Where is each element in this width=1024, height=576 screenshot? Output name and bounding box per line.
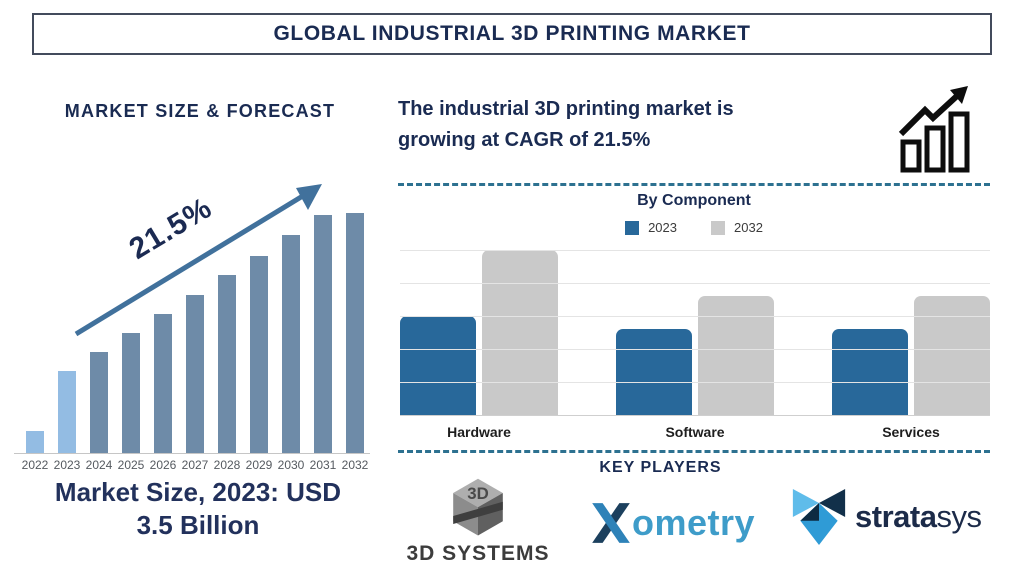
forecast-bar-cell-2032: [339, 213, 371, 453]
forecast-bar-cell-2025: [115, 333, 147, 453]
component-gridline-2: [400, 316, 990, 317]
market-size-caption-line1: Market Size, 2023: USD: [54, 477, 342, 507]
3d-systems-wordmark: 3D SYSTEMS: [406, 542, 550, 565]
forecast-x-label-2029: 2029: [245, 458, 273, 472]
forecast-x-label-2031: 2031: [309, 458, 337, 472]
cagr-headline-line2: growing at CAGR of 21.5%: [398, 129, 651, 151]
forecast-x-label-2023: 2023: [53, 458, 81, 472]
stratasys-triangles-icon: [792, 489, 846, 545]
component-chart-legend: 2023 2032: [398, 220, 990, 235]
component-group-software: [616, 296, 774, 415]
cagr-headline-line1: The industrial 3D printing market is: [398, 98, 734, 120]
component-bar-groups: [400, 250, 990, 415]
forecast-bar-2032: [346, 213, 364, 453]
bar-chart-growth-icon: [898, 86, 970, 173]
xometry-wordmark: ometry: [632, 502, 756, 543]
forecast-bar-2028: [218, 275, 236, 453]
forecast-x-label-2030: 2030: [277, 458, 305, 472]
forecast-bar-2023: [58, 371, 76, 453]
forecast-bar-cell-2023: [51, 371, 83, 453]
logo-stratasys: stratasys: [791, 487, 1001, 547]
forecast-bar-cell-2022: [19, 431, 51, 453]
logo-3d-systems: 3D 3D SYSTEMS: [398, 477, 558, 566]
forecast-bar-cell-2030: [275, 235, 307, 453]
component-bar-chart: [400, 250, 990, 416]
forecast-x-label-2028: 2028: [213, 458, 241, 472]
forecast-bar-2026: [154, 314, 172, 453]
logo-xometry: ometry: [588, 499, 773, 547]
component-bar-services-2032: [914, 296, 990, 415]
legend-item-2023: 2023: [625, 220, 677, 235]
component-gridline-4: [400, 382, 990, 383]
forecast-bar-cell-2026: [147, 314, 179, 453]
title-banner: GLOBAL INDUSTRIAL 3D PRINTING MARKET: [32, 13, 992, 55]
component-chart-title: By Component: [637, 192, 751, 209]
legend-item-2032: 2032: [711, 220, 763, 235]
growth-trend-arrow-icon: [74, 184, 322, 337]
forecast-x-label-2024: 2024: [85, 458, 113, 472]
component-bar-software-2023: [616, 329, 692, 415]
component-gridline-1: [400, 283, 990, 284]
legend-swatch-2023: [625, 220, 640, 235]
component-group-hardware: [400, 250, 558, 415]
forecast-bar-2024: [90, 352, 108, 453]
forecast-bar-2025: [122, 333, 140, 453]
key-players-heading: KEY PLAYERS: [599, 459, 722, 476]
component-bar-hardware-2032: [482, 250, 558, 415]
forecast-x-labels: 2022 2023 2024 2025 2026 2027 2028 2029 2030 2031…: [19, 458, 371, 472]
xometry-x-icon: [592, 503, 630, 543]
forecast-bar-cell-2024: [83, 352, 115, 453]
component-x-label-software: Software: [665, 424, 725, 440]
component-x-axis: [400, 415, 990, 416]
forecast-bar-2022: [26, 431, 44, 453]
forecast-bar-2029: [250, 256, 268, 453]
component-gridline-0: [400, 250, 990, 251]
component-bar-software-2032: [698, 296, 774, 415]
forecast-x-label-2022: 2022: [21, 458, 49, 472]
component-group-services: [832, 296, 990, 415]
component-x-label-services: Services: [882, 424, 940, 440]
forecast-section-heading: MARKET SIZE & FORECAST: [64, 101, 336, 121]
stratasys-wordmark: stratasys: [855, 499, 982, 535]
stratasys-wordmark-bold: strata: [855, 499, 937, 534]
forecast-bar-chart: [19, 213, 371, 453]
page-title: GLOBAL INDUSTRIAL 3D PRINTING MARKET: [273, 22, 751, 45]
component-bar-services-2023: [832, 329, 908, 415]
forecast-bar-cell-2027: [179, 295, 211, 453]
component-x-labels: Hardware Software Services: [400, 424, 990, 440]
forecast-bar-2030: [282, 235, 300, 453]
3d-systems-mark-text: 3D: [467, 484, 489, 503]
dashed-divider-top: [398, 183, 990, 186]
stratasys-wordmark-light: sys: [936, 499, 982, 534]
forecast-bar-2027: [186, 295, 204, 453]
component-x-label-hardware: Hardware: [447, 424, 511, 440]
forecast-bar-cell-2031: [307, 215, 339, 453]
forecast-x-axis: [14, 453, 370, 454]
market-size-caption-line2: 3.5 Billion: [136, 510, 260, 541]
component-gridline-3: [400, 349, 990, 350]
forecast-x-label-2027: 2027: [181, 458, 209, 472]
component-bar-hardware-2023: [400, 316, 476, 415]
dashed-divider-bottom: [398, 450, 990, 453]
3d-systems-cube-icon: 3D: [453, 478, 503, 536]
legend-swatch-2032: [711, 220, 725, 235]
forecast-bar-cell-2028: [211, 275, 243, 453]
market-size-caption: Market Size, 2023: USD 3.5 Billion: [8, 476, 388, 543]
forecast-bar-2031: [314, 215, 332, 453]
forecast-x-label-2026: 2026: [149, 458, 177, 472]
forecast-bar-cell-2029: [243, 256, 275, 453]
forecast-x-label-2032: 2032: [341, 458, 369, 472]
legend-label-2023: 2023: [648, 220, 677, 235]
legend-label-2032: 2032: [734, 220, 763, 235]
forecast-x-label-2025: 2025: [117, 458, 145, 472]
cagr-headline: The industrial 3D printing market is gro…: [398, 94, 888, 156]
